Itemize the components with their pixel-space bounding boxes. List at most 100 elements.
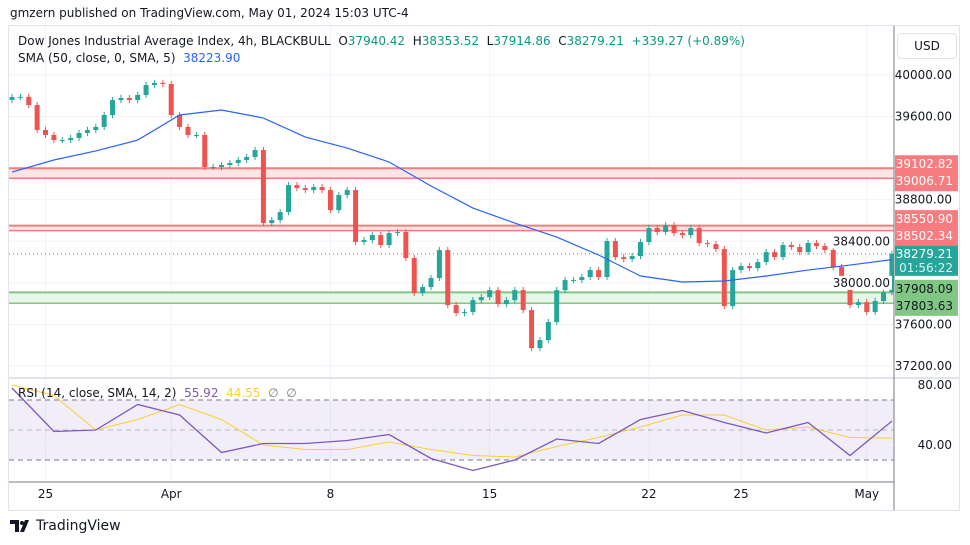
candle — [428, 274, 434, 291]
resistance-price-tag — [895, 210, 958, 247]
candle — [168, 80, 174, 119]
candle — [746, 262, 752, 272]
close-value: 38279.21 — [566, 34, 624, 48]
candle — [780, 241, 786, 261]
candle-body — [51, 134, 57, 141]
candle-body — [797, 247, 803, 253]
candle — [436, 246, 442, 282]
candle-body — [59, 140, 65, 142]
tradingview-logo: TradingView — [10, 518, 121, 534]
currency-button[interactable]: USD — [897, 33, 957, 59]
candle-body — [26, 96, 32, 106]
x-tick-label: 8 — [327, 487, 335, 501]
candle — [696, 224, 702, 247]
rsi-tick-label: 40.00 — [918, 438, 952, 452]
candle-body — [646, 228, 652, 243]
candle-body — [487, 290, 493, 298]
rsi-ma-value: 44.55 — [226, 386, 261, 400]
candle-body — [210, 166, 216, 168]
last-price-label: 38279.21 — [896, 247, 953, 261]
candle-body — [277, 212, 283, 221]
candle-body — [520, 290, 526, 311]
candle — [17, 93, 23, 101]
resistance-price-label: 39006.71 — [896, 174, 953, 188]
symbol-title: Dow Jones Industrial Average Index, 4h, … — [18, 34, 331, 48]
candle-body — [378, 235, 384, 246]
candle-body — [537, 340, 543, 349]
candle-body — [847, 278, 853, 306]
candle-body — [118, 97, 124, 101]
rsi-na-1: ∅ — [268, 386, 279, 400]
candle — [512, 287, 518, 304]
candle-body — [286, 185, 292, 213]
candle-body — [143, 84, 149, 95]
candle-body — [34, 105, 40, 130]
candle — [269, 216, 275, 227]
candle-body — [353, 190, 359, 243]
x-tick-label: 25 — [38, 487, 53, 501]
chart-frame — [8, 25, 960, 511]
candle — [520, 287, 526, 314]
candle-body — [730, 270, 736, 307]
candle-body — [252, 150, 258, 158]
candle — [570, 276, 576, 284]
candle — [612, 237, 618, 261]
candle-body — [671, 225, 677, 234]
candle — [93, 123, 99, 134]
candle-body — [864, 302, 870, 313]
y-tick-label: 38800.00 — [895, 193, 952, 207]
candle — [545, 318, 551, 344]
symbol-legend: Dow Jones Industrial Average Index, 4h, … — [18, 34, 745, 48]
candle — [881, 288, 887, 305]
candle — [462, 308, 468, 317]
candle-body — [244, 157, 250, 161]
candle-body — [470, 300, 476, 313]
candle — [587, 266, 593, 281]
candle-body — [151, 83, 157, 85]
candle — [227, 159, 233, 169]
candle — [76, 129, 82, 142]
candle-body — [663, 225, 669, 233]
support-price-label: 37803.63 — [896, 299, 953, 313]
y-tick-label: 40000.00 — [895, 68, 952, 82]
candle-body — [453, 305, 459, 314]
candle — [596, 266, 602, 281]
candle — [202, 131, 208, 171]
candle — [403, 228, 409, 262]
close-label: C — [558, 34, 567, 48]
candle-body — [428, 278, 434, 288]
candle-body — [219, 165, 224, 167]
candle — [537, 337, 543, 352]
candle — [277, 208, 283, 224]
candle — [797, 243, 803, 256]
candle — [663, 221, 669, 236]
candle-body — [612, 241, 618, 258]
candle — [621, 253, 627, 263]
candle-body — [185, 126, 191, 135]
candle — [84, 126, 90, 137]
support-zone — [9, 292, 894, 304]
last-price-tag — [895, 245, 958, 276]
rsi-legend: RSI (14, close, SMA, 14, 2) 55.92 44.55 … — [18, 386, 297, 400]
candle — [34, 101, 40, 134]
candle-body — [369, 235, 375, 241]
candle-body — [260, 150, 266, 224]
candle — [311, 183, 317, 194]
candle — [143, 81, 149, 99]
candle — [529, 306, 535, 352]
candle-body — [302, 188, 308, 191]
candle-body — [705, 243, 711, 245]
candle — [353, 186, 359, 246]
candle-body — [126, 97, 132, 101]
candle-body — [881, 292, 887, 302]
candle — [788, 241, 794, 251]
candle — [369, 231, 375, 244]
candle — [126, 94, 132, 104]
rsi-label: RSI (14, close, SMA, 14, 2) — [18, 386, 177, 400]
high-label: H — [412, 34, 422, 48]
support-price-label: 37908.09 — [896, 282, 953, 296]
candle — [160, 79, 166, 88]
candle — [872, 297, 878, 316]
candle — [252, 146, 258, 161]
